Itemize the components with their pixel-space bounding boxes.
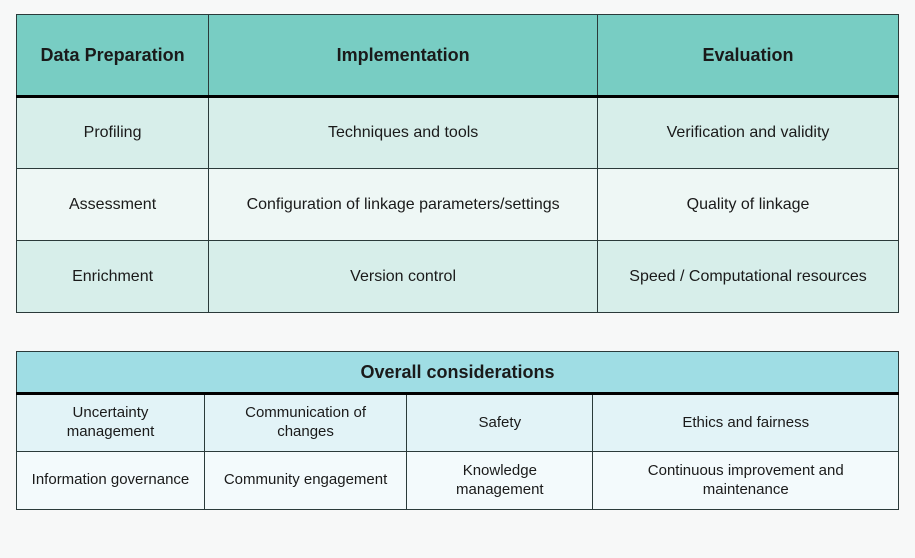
bottom-table-title: Overall considerations [17, 352, 899, 394]
top-cell: Verification and validity [598, 97, 899, 169]
top-cell: Speed / Computational resources [598, 241, 899, 313]
top-table-row: Enrichment Version control Speed / Compu… [17, 241, 899, 313]
top-header-col-1: Implementation [209, 15, 598, 97]
bottom-cell: Community engagement [204, 452, 406, 510]
top-table-row: Profiling Techniques and tools Verificat… [17, 97, 899, 169]
bottom-cell: Continuous improvement and maintenance [593, 452, 899, 510]
bottom-table-row: Information governance Community engagem… [17, 452, 899, 510]
bottom-table: Overall considerations Uncertainty manag… [16, 351, 899, 510]
top-header-col-0: Data Preparation [17, 15, 209, 97]
bottom-table-header-row: Overall considerations [17, 352, 899, 394]
table-gap [16, 313, 899, 351]
top-table: Data Preparation Implementation Evaluati… [16, 14, 899, 313]
bottom-cell: Knowledge management [407, 452, 593, 510]
bottom-table-row: Uncertainty management Communication of … [17, 394, 899, 452]
top-cell: Version control [209, 241, 598, 313]
bottom-cell: Ethics and fairness [593, 394, 899, 452]
top-cell: Enrichment [17, 241, 209, 313]
top-table-header-row: Data Preparation Implementation Evaluati… [17, 15, 899, 97]
bottom-cell: Communication of changes [204, 394, 406, 452]
top-cell: Profiling [17, 97, 209, 169]
top-cell: Configuration of linkage parameters/sett… [209, 169, 598, 241]
top-cell: Techniques and tools [209, 97, 598, 169]
top-header-col-2: Evaluation [598, 15, 899, 97]
bottom-cell: Information governance [17, 452, 205, 510]
top-cell: Quality of linkage [598, 169, 899, 241]
top-cell: Assessment [17, 169, 209, 241]
bottom-cell: Uncertainty management [17, 394, 205, 452]
bottom-cell: Safety [407, 394, 593, 452]
top-table-row: Assessment Configuration of linkage para… [17, 169, 899, 241]
